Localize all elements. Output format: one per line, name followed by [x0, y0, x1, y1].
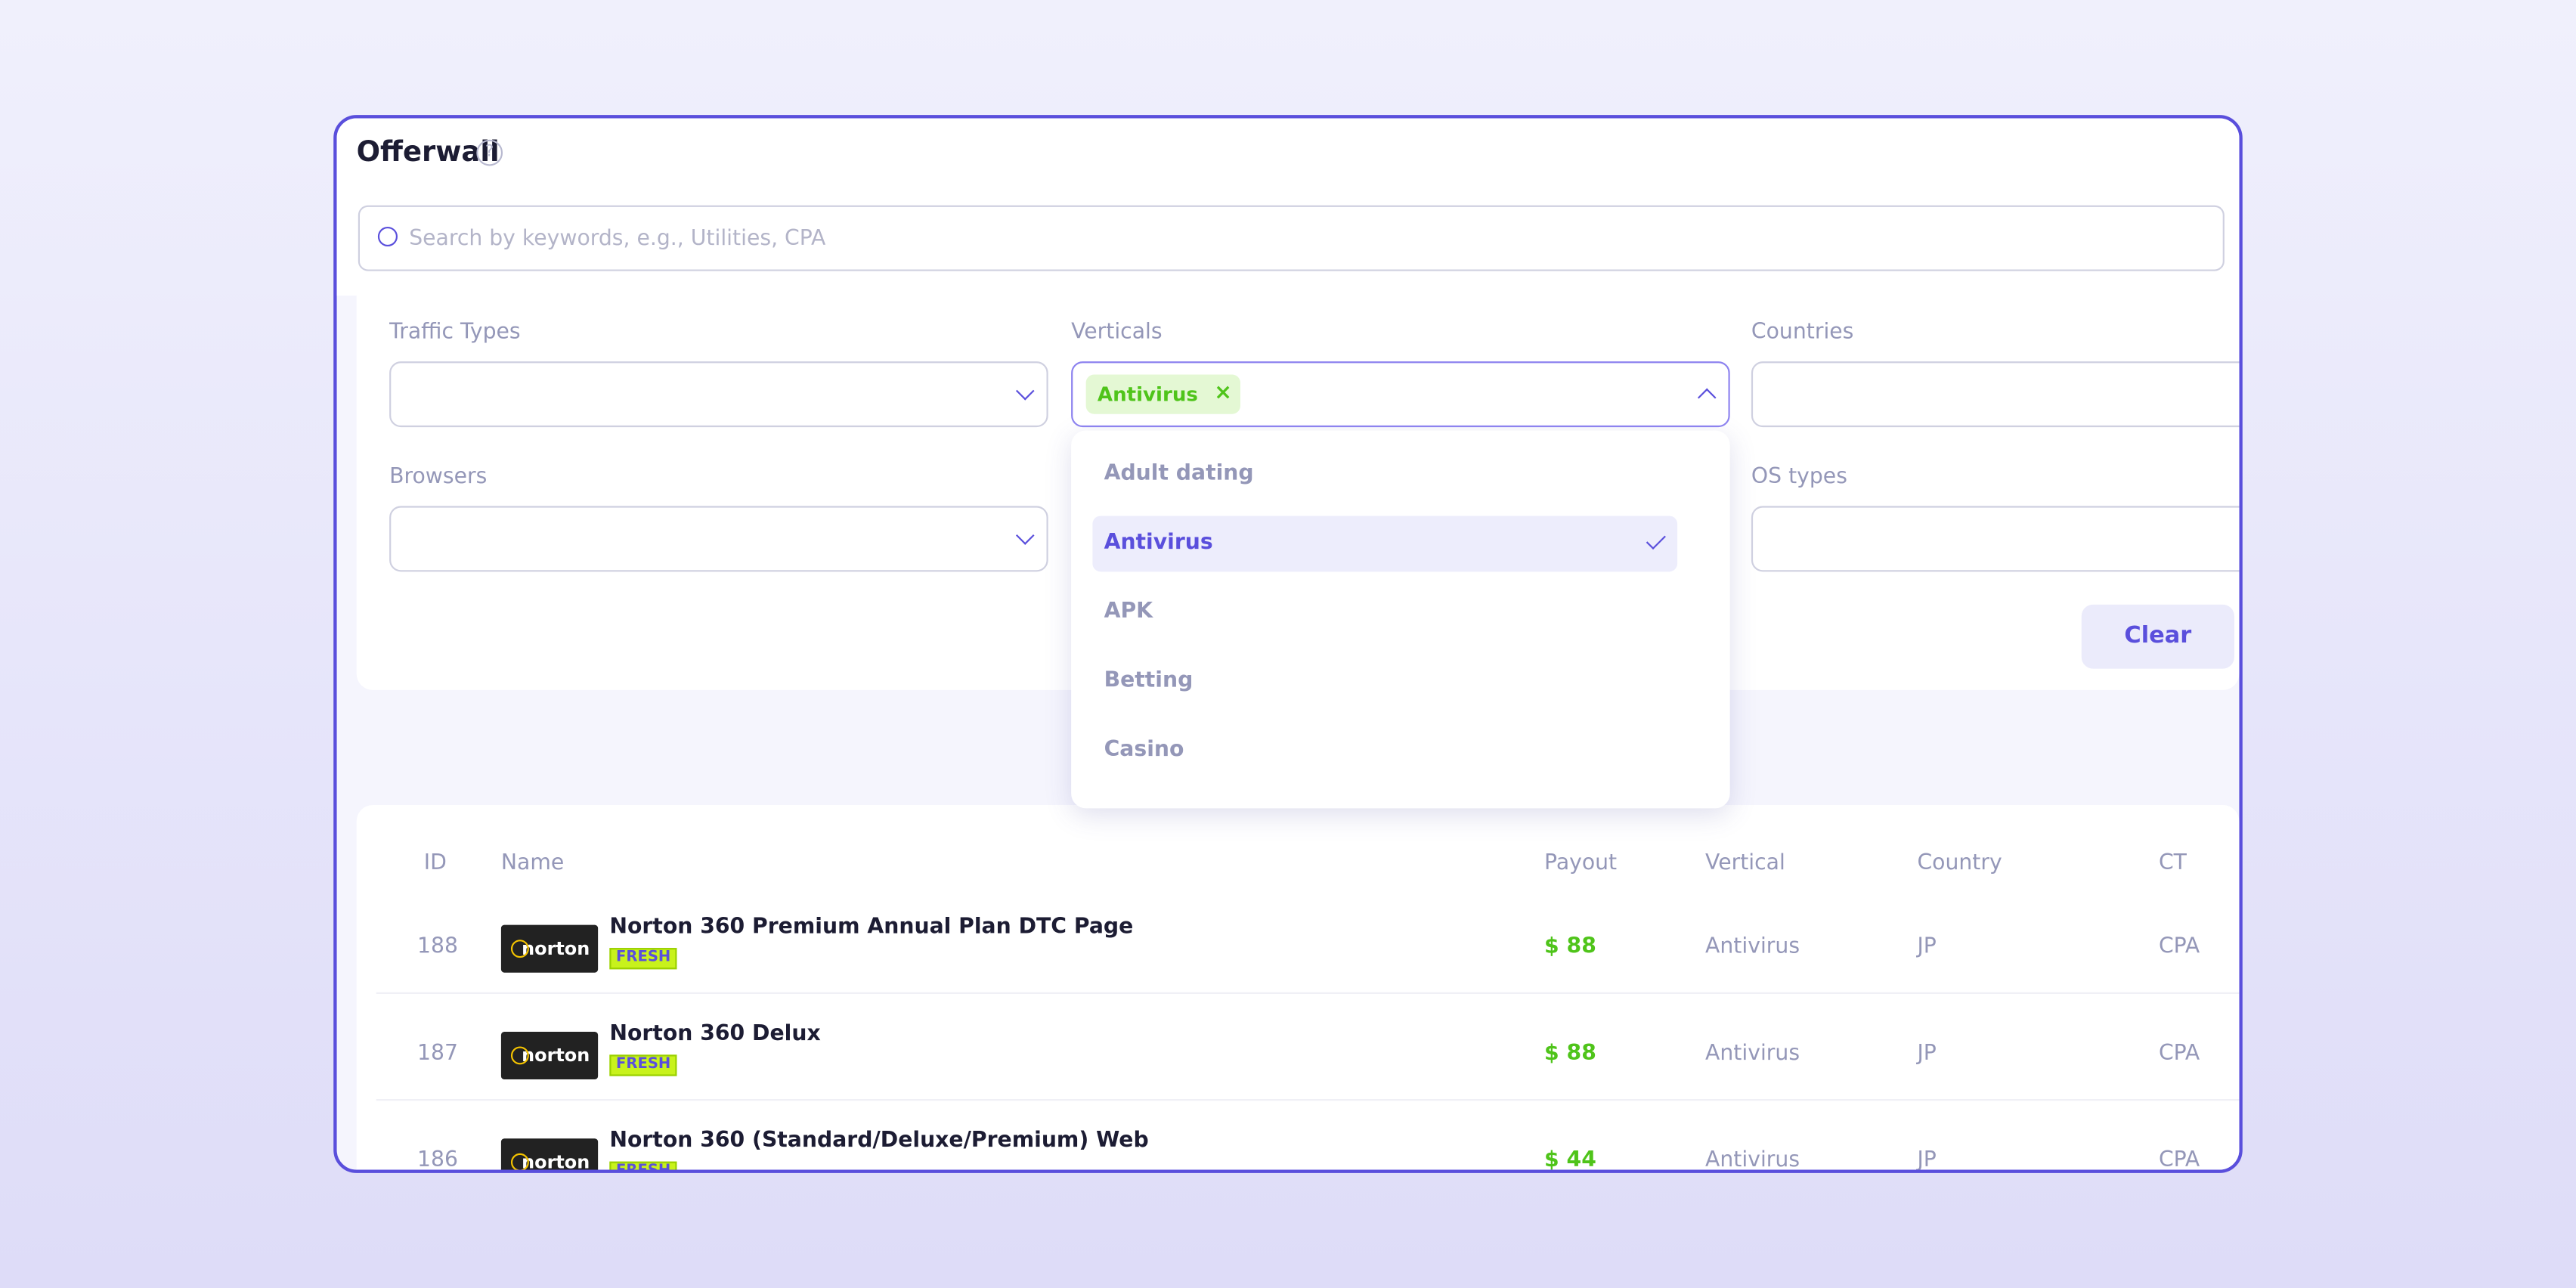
clear-button[interactable]: Clear [2081, 604, 2234, 669]
offer-name[interactable]: Norton 360 Delux [609, 1021, 821, 1047]
cell-country: JP [1917, 1041, 1937, 1067]
logo: norton [500, 1138, 599, 1170]
title: Offerwall [356, 136, 500, 169]
chevron [1697, 388, 1717, 407]
cell-vertical: Antivirus [1705, 1041, 1800, 1067]
dropdown-option[interactable]: Betting [1104, 668, 1194, 694]
offer-name[interactable]: Norton 360 Premium Annual Plan DTC Page [609, 915, 1134, 940]
search-placeholder: Search by keywords, e.g., Utilities, CPA [409, 226, 826, 252]
cell-vertical: Antivirus [1705, 934, 1800, 960]
payout: $ 44 [1544, 1148, 1596, 1173]
fresh-badge: FRESH [609, 1161, 678, 1170]
check-icon [1646, 529, 1666, 550]
logo-icon [510, 1153, 529, 1170]
chevron [1015, 381, 1035, 401]
logo: norton [500, 1031, 599, 1079]
column-header: Payout [1544, 850, 1618, 876]
filter-select[interactable]: Antivirus × [1071, 361, 1730, 428]
filter-label: Traffic Types [389, 320, 521, 345]
cell-country: JP [1917, 1148, 1937, 1173]
row-divider [376, 992, 2240, 994]
dropdown-option[interactable]: Casino [1104, 737, 1184, 763]
cell-ct: CPA [2158, 934, 2200, 960]
search-icon [377, 226, 398, 247]
cell-ct: CPA [2158, 1041, 2200, 1067]
fresh-badge: FRESH [609, 1054, 678, 1076]
cell-ct: CPA [2158, 1148, 2200, 1173]
filter-select[interactable] [389, 361, 1048, 428]
row-id: 186 [417, 1148, 459, 1173]
row-id: 188 [417, 934, 459, 960]
fresh-badge: FRESH [609, 948, 678, 970]
column-header: Name [500, 850, 565, 876]
row-id: 187 [417, 1041, 459, 1067]
help-icon[interactable]: ? [476, 139, 503, 166]
cell-vertical: Antivirus [1705, 1148, 1800, 1173]
chevron [1015, 526, 1035, 545]
table-panel [356, 805, 2240, 1170]
payout: $ 88 [1544, 934, 1596, 960]
column-header: Country [1917, 850, 2002, 876]
filter-label: OS types [1751, 465, 1847, 490]
logo-icon [510, 940, 529, 958]
logo: norton [500, 924, 599, 973]
row-divider [376, 1099, 2240, 1101]
dropdown-option[interactable]: APK [1104, 599, 1153, 624]
verticals-dropdown: Adult dating Antivirus APK Betting Casino [1071, 430, 1730, 809]
payout: $ 88 [1544, 1041, 1596, 1067]
column-header: Vertical [1705, 850, 1785, 876]
filter-select[interactable] [389, 506, 1048, 572]
column-header: ID [423, 850, 447, 876]
filter-select[interactable] [1751, 506, 2240, 572]
offerwall-card: Offerwall ? Search by keywords, e.g., Ut… [333, 115, 2243, 1173]
filter-label: Countries [1751, 320, 1854, 345]
logo-icon [510, 1046, 529, 1065]
column-header: CT [2158, 850, 2187, 876]
filter-select[interactable] [1751, 361, 2240, 428]
filter-label: Verticals [1071, 320, 1163, 345]
dropdown-option[interactable]: Adult dating [1104, 461, 1254, 487]
filter-label: Browsers [389, 465, 488, 490]
offer-name[interactable]: Norton 360 (Standard/Deluxe/Premium) Web [609, 1129, 1149, 1153]
selected-chip[interactable]: Antivirus [1085, 374, 1241, 414]
dropdown-option[interactable]: Antivirus [1092, 516, 1678, 572]
cell-country: JP [1917, 934, 1937, 960]
search-box[interactable]: Search by keywords, e.g., Utilities, CPA [358, 205, 2225, 271]
chip-remove[interactable]: × [1214, 381, 1232, 406]
